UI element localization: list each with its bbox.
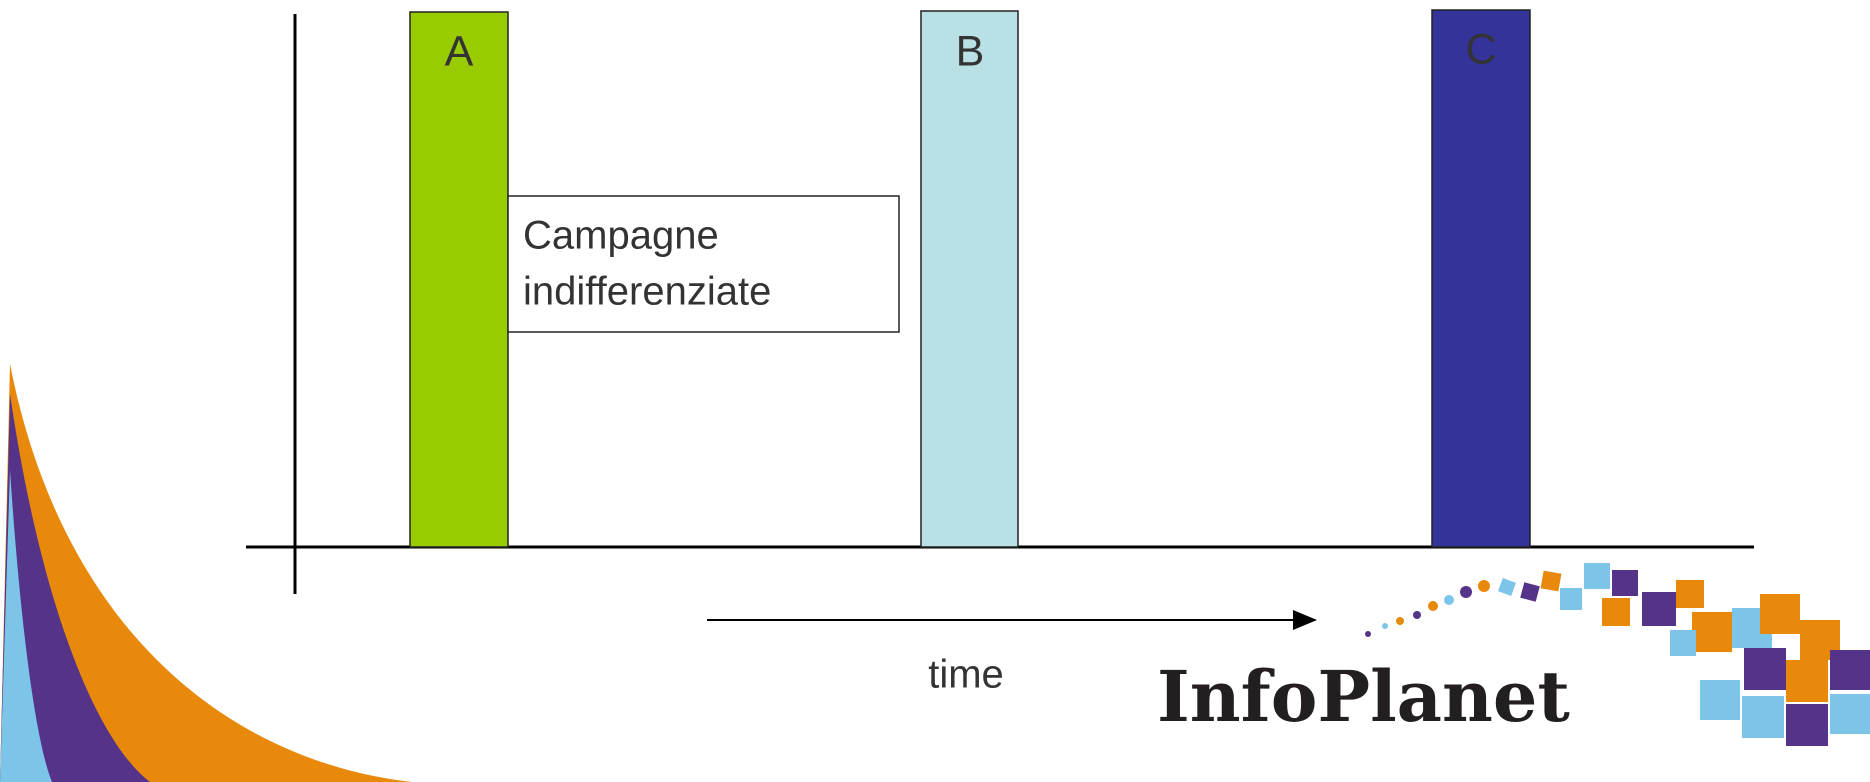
bar-b xyxy=(920,10,1019,548)
bar-label: A xyxy=(445,27,474,75)
axis-label: time xyxy=(928,653,1004,697)
logo-text: InfoPlanet xyxy=(1157,655,1570,738)
logo-cubes xyxy=(1365,563,1870,746)
bar-a xyxy=(409,11,509,548)
note-line: Campagne xyxy=(523,214,719,258)
note-box xyxy=(507,195,900,333)
swoosh-decoration xyxy=(0,364,412,782)
bar-c xyxy=(1431,9,1531,548)
bar-label: B xyxy=(956,27,985,75)
note-line: indifferenziate xyxy=(523,270,771,314)
bar-label: C xyxy=(1465,25,1496,73)
